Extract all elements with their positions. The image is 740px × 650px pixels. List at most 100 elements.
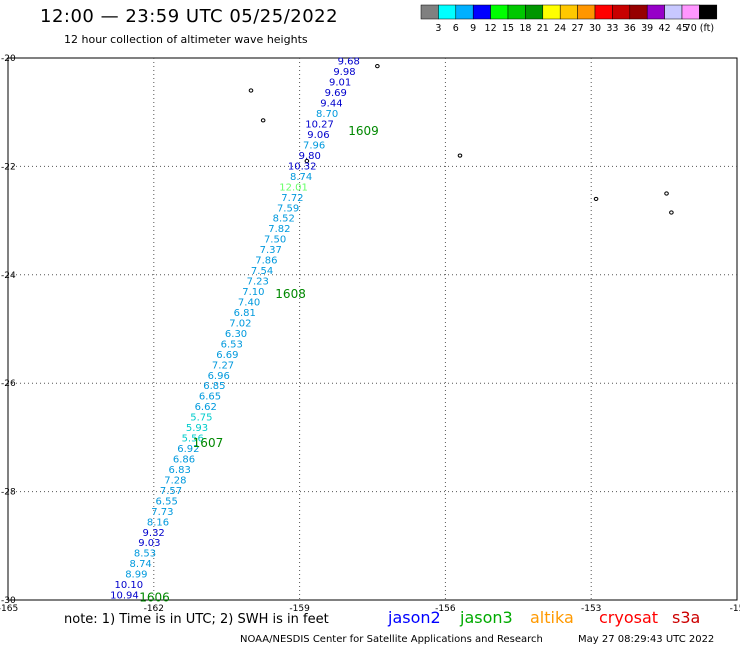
wave-height-value: 8.52 [273,214,295,225]
colorbar-label: 42 [659,23,671,34]
wave-height-value: 8.53 [134,549,156,560]
wave-height-value: 6.30 [225,329,247,340]
page-subtitle: 12 hour collection of altimeter wave hei… [64,33,308,46]
colorbar-label: 39 [641,23,653,34]
island-marker [664,191,669,196]
wave-height-value: 7.59 [277,203,299,214]
pass-time-label: 1607 [193,436,224,450]
x-tick-label: -156 [435,604,456,614]
wave-height-value: 9.01 [329,78,351,89]
wave-height-value: 7.57 [160,486,182,497]
colorbar-label: 9 [470,23,476,34]
wave-height-value: 7.02 [229,318,251,329]
colorbar-swatch [559,4,578,20]
map-grid [7,57,738,601]
colorbar-swatch [420,4,439,20]
wave-height-value: 6.55 [156,496,178,507]
wave-height-value: 10.32 [288,161,317,172]
x-tick-label: -15 [730,604,740,614]
colorbar-label: 30 [589,23,601,34]
wave-height-value: 6.92 [177,444,199,455]
credit-line: NOAA/NESDIS Center for Satellite Applica… [240,634,543,645]
generated-timestamp: May 27 08:29:43 UTC 2022 [578,634,715,645]
wave-height-value: 7.40 [238,297,260,308]
colorbar-swatch [455,4,474,20]
wave-height-value: 7.37 [260,245,282,256]
axis-labels: -165 -162 -159 -156 -153 -15 -20 -22 -24 -26 -28 -3… [0,54,740,614]
wave-height-value: 8.99 [125,570,147,581]
pass-time-label: 1606 [139,590,170,604]
wave-height-value: 6.81 [234,308,256,319]
wave-height-value: 8.16 [147,517,169,528]
y-tick-label: -20 [1,54,16,64]
pass-time-labels: 1609 1608 1607 1606 [139,124,379,604]
wave-height-value: 8.74 [290,172,312,183]
wave-height-value: 6.96 [208,371,230,382]
colorbar-label: 36 [624,23,636,34]
colorbar-swatch [507,4,526,20]
colorbar-label: 70 (ft) [685,23,714,34]
x-tick-label: -165 [0,604,18,614]
wave-height-value: 7.54 [251,266,273,277]
colorbar-label: 12 [485,23,497,34]
y-tick-label: -22 [1,162,16,172]
wave-height-value: 6.86 [173,454,195,465]
colorbar-swatch [681,4,700,20]
colorbar-label: 15 [502,23,514,34]
colorbar-label: 33 [606,23,618,34]
y-tick-label: -30 [1,596,16,606]
x-tick-label: -162 [144,604,164,614]
wave-height-value: 7.82 [268,224,290,235]
page-title: 12:00 — 23:59 UTC 05/25/2022 [40,6,339,27]
satellite-legend-item: cryosat [599,608,659,627]
colorbar-label: 6 [453,23,459,34]
satellite-legend-item: altika [530,608,574,627]
wave-height-value: 7.73 [151,507,173,518]
wave-height-value: 9.80 [299,151,321,162]
wave-height-value: 6.65 [199,392,221,403]
colorbar-label: 24 [554,23,566,34]
wave-height-value: 8.70 [316,109,338,120]
wave-height-value: 9.32 [143,528,165,539]
colorbar-label: 21 [537,23,549,34]
island-marker [669,210,674,215]
island-marker [304,158,310,164]
satellite-legend-item: s3a [672,608,701,627]
y-tick-label: -24 [1,271,16,281]
wave-height-value: 9.06 [307,130,329,141]
colorbar-swatch [577,4,596,20]
colorbar-swatch [525,4,544,20]
wave-height-value: 7.50 [264,235,286,246]
colorbar-swatch [490,4,509,20]
colorbar-swatch [594,4,613,20]
satellite-legend-item: jason2 [388,608,441,627]
wave-height-value: 7.72 [281,193,303,204]
wave-height-value: 6.69 [216,350,238,361]
colorbar-label: 18 [519,23,531,34]
wave-height-value: 7.96 [303,140,325,151]
colorbar-swatch [472,4,491,20]
wave-height-value: 10.10 [114,580,143,591]
wave-height-value: 9.98 [333,67,355,78]
x-tick-label: -153 [581,604,601,614]
island-marker [248,88,254,93]
island-marker [457,153,463,158]
wave-height-value: 9.03 [138,538,160,549]
wave-height-value: 5.93 [186,423,208,434]
x-tick-label: -159 [289,604,310,614]
units-note: note: 1) Time is in UTC; 2) SWH is in fe… [64,612,329,627]
wave-height-value: 12.01 [279,182,308,193]
wave-height-value: 6.53 [221,339,243,350]
colorbar-swatch [542,4,561,20]
wave-height-value: 10.27 [305,120,334,131]
pass-time-label: 1608 [275,287,306,301]
wave-height-value: 5.56 [182,434,204,445]
wave-height-value: 7.27 [212,360,234,371]
colorbar-swatch [664,4,683,20]
wave-height-value: 6.83 [169,465,191,476]
satellite-legend-item: jason3 [460,608,513,627]
island-marker [375,64,380,69]
y-tick-label: -28 [1,488,16,498]
